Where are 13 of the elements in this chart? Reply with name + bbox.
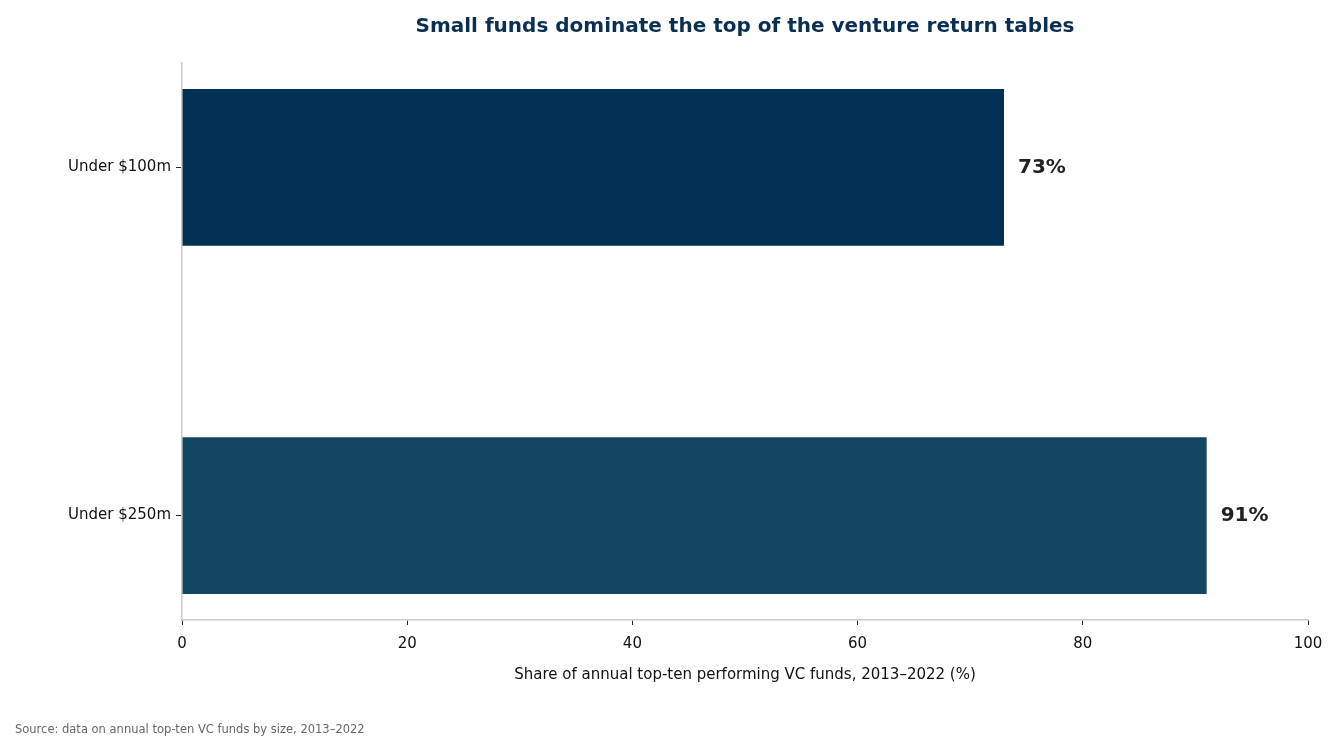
y-tick-label: Under $250m xyxy=(68,505,171,524)
data-label: 73% xyxy=(1017,153,1066,178)
y-tick-label: Under $100m xyxy=(68,157,171,176)
x-axis-title: Share of annual top-ten performing VC funds, 2013–2022 (%) xyxy=(514,664,976,683)
source-note: Source: data on annual top-ten VC funds by size, 2013–2022 xyxy=(15,721,365,736)
x-tick-label: 0 xyxy=(177,633,187,652)
x-tick-label: 20 xyxy=(397,633,417,652)
chart-title: Small funds dominate the top of the venture return tables xyxy=(415,13,1075,38)
x-tick-label: 60 xyxy=(848,633,868,652)
data-label: 91% xyxy=(1220,501,1269,526)
x-tick-label: 100 xyxy=(1293,633,1323,652)
x-tick-label: 40 xyxy=(622,633,642,652)
x-tick-label: 80 xyxy=(1073,633,1093,652)
